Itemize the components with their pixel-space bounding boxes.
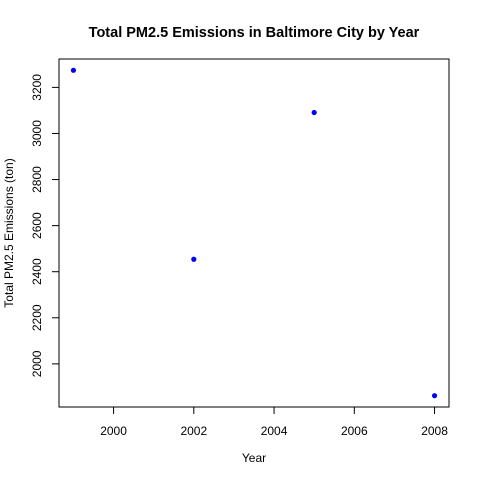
x-tick-label: 2006 <box>341 424 368 438</box>
y-tick-label: 3000 <box>30 120 44 147</box>
x-axis-label: Year <box>242 451 266 465</box>
data-point <box>191 256 197 262</box>
y-axis: 2000 2200 2400 2600 2800 3000 3200 <box>30 74 60 377</box>
y-tick-label: 2400 <box>30 258 44 285</box>
y-axis-label: Total PM2.5 Emissions (ton) <box>2 158 16 307</box>
x-tick-label: 2004 <box>261 424 288 438</box>
data-point <box>311 109 317 116</box>
x-axis: 2000 2002 2004 2006 2008 <box>100 406 448 438</box>
y-tick-label: 2200 <box>30 304 44 331</box>
data-point <box>70 67 77 73</box>
x-tick-label: 2000 <box>100 424 127 438</box>
data-points <box>70 67 438 399</box>
plot-frame <box>58 58 450 408</box>
data-point <box>431 393 438 399</box>
y-tick-label: 2600 <box>30 212 44 239</box>
y-tick-label: 2000 <box>30 350 44 377</box>
y-tick-label: 2800 <box>30 166 44 193</box>
x-tick-label: 2008 <box>421 424 448 438</box>
chart-title: Total PM2.5 Emissions in Baltimore City … <box>89 25 420 41</box>
y-tick-label: 3200 <box>30 74 44 101</box>
x-tick-label: 2002 <box>180 424 207 438</box>
